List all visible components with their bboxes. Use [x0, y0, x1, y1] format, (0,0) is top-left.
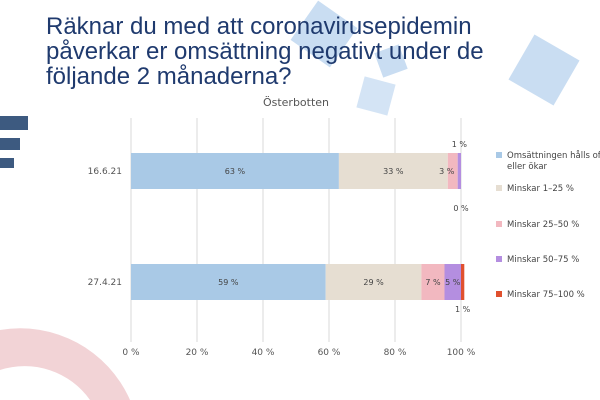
bar-segment	[421, 264, 445, 300]
bar-segment	[131, 153, 339, 189]
x-tick-label: 20 %	[186, 348, 209, 358]
bar-segment	[461, 264, 465, 300]
data-label: 63 %	[225, 167, 246, 176]
bar-segment	[457, 153, 461, 189]
data-label: 1 %	[452, 140, 468, 149]
gridlines	[130, 118, 462, 342]
deco-square-2	[374, 44, 408, 78]
data-label: 0 %	[453, 204, 469, 213]
data-label: 59 %	[218, 278, 239, 287]
data-label: 7 %	[425, 278, 441, 287]
deco-square-1	[290, 0, 358, 68]
legend-label: eller ökar	[507, 162, 548, 172]
x-tick-label: 100 %	[447, 348, 476, 358]
page-title: Räknar du med att coronavirusepidemin på…	[46, 13, 484, 90]
data-label: 33 %	[383, 167, 404, 176]
category-label: 27.4.21	[88, 278, 122, 288]
x-tick-label: 40 %	[252, 348, 275, 358]
bars	[131, 153, 465, 300]
legend-swatch	[496, 256, 502, 262]
x-tick-label: 0 %	[122, 348, 140, 358]
legend-swatch	[496, 291, 502, 297]
bar-labels: 63 % 33 % 1 % 0 % 59 % 29 % 7 % 5 % 1 % 3 %	[218, 140, 470, 314]
legend-swatch	[496, 152, 502, 158]
legend-label: Minskar 75–100 %	[507, 290, 585, 300]
bar-segment	[338, 153, 448, 189]
bar-segment	[131, 264, 326, 300]
legend-label: Minskar 50–75 %	[507, 255, 579, 265]
deco-square-3	[508, 34, 580, 106]
legend-label: Minskar 1–25 %	[507, 184, 574, 194]
bar-segment	[325, 264, 422, 300]
data-label: 1 %	[455, 305, 471, 314]
legend-swatch	[496, 185, 502, 191]
legend: Omsättningen hålls oförändradeller ökar M…	[496, 150, 600, 300]
category-labels: 16.6.21 27.4.21	[88, 167, 122, 288]
bar-segment	[447, 153, 458, 189]
deco-bar-3	[0, 158, 14, 168]
x-tick-label: 80 %	[384, 348, 407, 358]
deco-arc	[0, 328, 130, 400]
legend-swatch	[496, 221, 502, 227]
x-tick-label: 60 %	[318, 348, 341, 358]
data-label: 3 %	[439, 167, 455, 176]
deco-square-4	[356, 76, 396, 116]
legend-label: Omsättningen hålls oförändrad	[507, 150, 600, 161]
deco-bar-2	[0, 138, 20, 150]
x-tick-labels: 0 % 20 % 40 % 60 % 80 % 100 %	[122, 348, 475, 358]
chart-title: Österbotten	[263, 96, 329, 109]
data-label: 29 %	[363, 278, 384, 287]
category-label: 16.6.21	[88, 167, 122, 177]
data-label: 5 %	[445, 278, 461, 287]
bar-segment	[444, 264, 461, 300]
deco-bar-1	[0, 116, 28, 130]
legend-label: Minskar 25–50 %	[507, 220, 579, 230]
